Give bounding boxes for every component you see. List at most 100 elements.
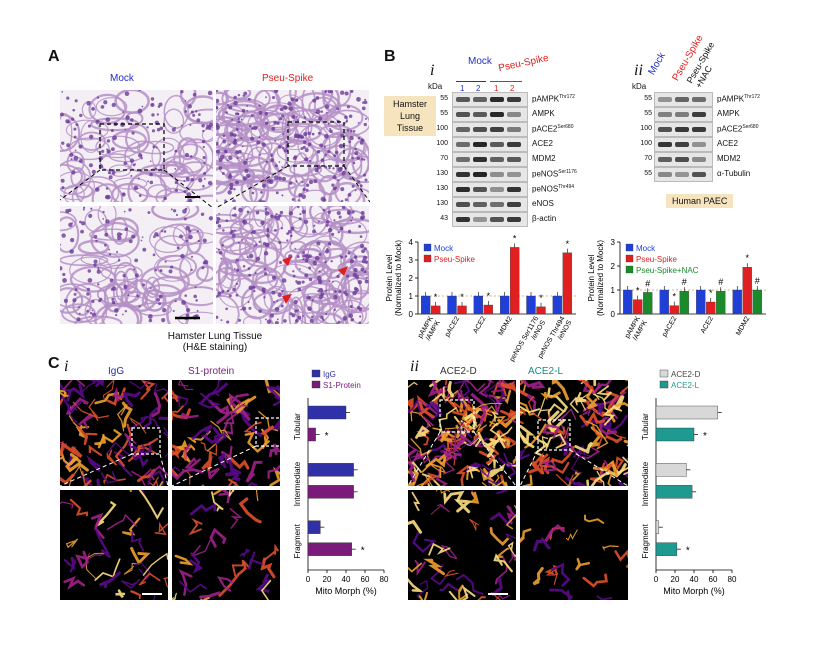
bar <box>483 304 493 315</box>
lane-mock-1: 1 <box>460 84 465 93</box>
panel-a-mock-label: Mock <box>110 73 134 84</box>
x-tick-label: 60 <box>361 575 370 584</box>
category-label: Tubular <box>641 413 650 440</box>
blot-band <box>507 112 521 117</box>
bar <box>623 289 633 315</box>
kda-marker: 55 <box>644 95 652 102</box>
legend-label: Pseu-Spike <box>434 255 475 264</box>
kda-marker: 55 <box>644 110 652 117</box>
significance-mark: # <box>718 277 723 287</box>
hamster-tag-l3: Tissue <box>396 123 424 133</box>
kda-marker: 130 <box>436 185 448 192</box>
bar <box>307 405 347 420</box>
igg-image-label: IgG <box>108 366 125 377</box>
blot-band <box>658 97 672 102</box>
fluor-igg-low <box>60 380 168 486</box>
x-tick-label: pAMPK/AMPK <box>417 315 442 343</box>
blot-strip <box>654 137 713 152</box>
kda-marker: 70 <box>440 155 448 162</box>
kda-label-i: kDa <box>428 82 443 91</box>
kda-marker: 130 <box>436 170 448 177</box>
spike-underline <box>490 81 522 82</box>
blot-band <box>675 97 689 102</box>
significance-mark: * <box>325 431 329 442</box>
legend-swatch <box>659 369 669 378</box>
blot-band <box>675 172 689 177</box>
blot-band <box>692 127 706 132</box>
significance-mark: * <box>460 292 464 302</box>
blot-band <box>692 142 706 147</box>
y-tick-label: 0 <box>611 310 616 319</box>
s1-image-label: S1-protein <box>188 366 235 377</box>
blot-label: ACE2 <box>717 139 738 148</box>
y-tick-label: 3 <box>611 238 616 247</box>
significance-mark: * <box>539 293 543 303</box>
blot-band <box>507 172 521 177</box>
blot-band <box>490 217 504 222</box>
kda-marker: 130 <box>436 200 448 207</box>
blot-band <box>658 142 672 147</box>
blot-band <box>507 157 521 162</box>
blot-band <box>490 112 504 117</box>
ace2l-image-label: ACE2-L <box>528 366 564 377</box>
blot-band <box>456 97 470 102</box>
blot-label: pACE2Ser680 <box>532 124 574 134</box>
blot-band <box>692 157 706 162</box>
significance-mark: # <box>645 278 650 288</box>
blot-band <box>692 97 706 102</box>
bar <box>696 289 706 315</box>
y-tick-label: 0 <box>409 310 414 319</box>
fluor-s1-high <box>172 490 280 600</box>
blot-band <box>473 202 487 207</box>
significance-mark: * <box>636 286 640 296</box>
bar <box>643 292 653 315</box>
blot-strip <box>452 212 528 227</box>
blot-label: AMPK <box>717 109 740 118</box>
x-tick-label: ACE2 <box>700 315 715 334</box>
category-label: Fragment <box>641 523 650 558</box>
blot-band <box>473 112 487 117</box>
bar <box>633 299 643 315</box>
x-tick-label: 0 <box>654 575 659 584</box>
blot-band <box>473 127 487 132</box>
bar <box>552 295 562 315</box>
blot-label: peNOSSer1176 <box>532 169 577 179</box>
kda-marker: 100 <box>640 125 652 132</box>
y-tick-label: 2 <box>409 274 414 283</box>
blot-band <box>658 127 672 132</box>
blot-band <box>507 217 521 222</box>
blot-label: eNOS <box>532 199 554 208</box>
blot-band <box>456 127 470 132</box>
kda-marker: 43 <box>440 215 448 222</box>
y-tick-label: 2 <box>611 262 616 271</box>
fluor-igg-high <box>60 490 168 600</box>
bar <box>669 305 679 315</box>
blot-label: pACE2Ser680 <box>717 124 759 134</box>
bar <box>307 542 352 556</box>
kda-marker: 55 <box>440 110 448 117</box>
blot-band <box>490 172 504 177</box>
significance-mark: * <box>709 288 713 298</box>
x-tick-label: 80 <box>380 575 389 584</box>
blot-band <box>490 202 504 207</box>
fluor-ace2d-low <box>408 380 516 486</box>
blot-strip <box>452 122 528 137</box>
bar <box>307 463 354 477</box>
blot-band <box>456 217 470 222</box>
x-axis-label: Mito Morph (%) <box>663 586 725 596</box>
significance-mark: * <box>361 546 365 557</box>
blot-band <box>490 127 504 132</box>
y-axis-label: Protein Level(Normalized to Mock) <box>587 240 605 316</box>
legend-swatch <box>423 254 432 263</box>
bar <box>510 247 520 315</box>
blot-band <box>692 172 706 177</box>
blot-band <box>507 127 521 132</box>
blot-label: α-Tubulin <box>717 169 751 178</box>
x-tick-label: 0 <box>306 575 311 584</box>
panel-a-caption: Hamster Lung Tissue (H&E staining) <box>150 331 280 353</box>
kda-marker: 100 <box>640 140 652 147</box>
bar <box>716 291 726 315</box>
blot-label: MDM2 <box>532 154 556 163</box>
significance-mark: * <box>672 292 676 302</box>
significance-mark: * <box>487 291 491 301</box>
